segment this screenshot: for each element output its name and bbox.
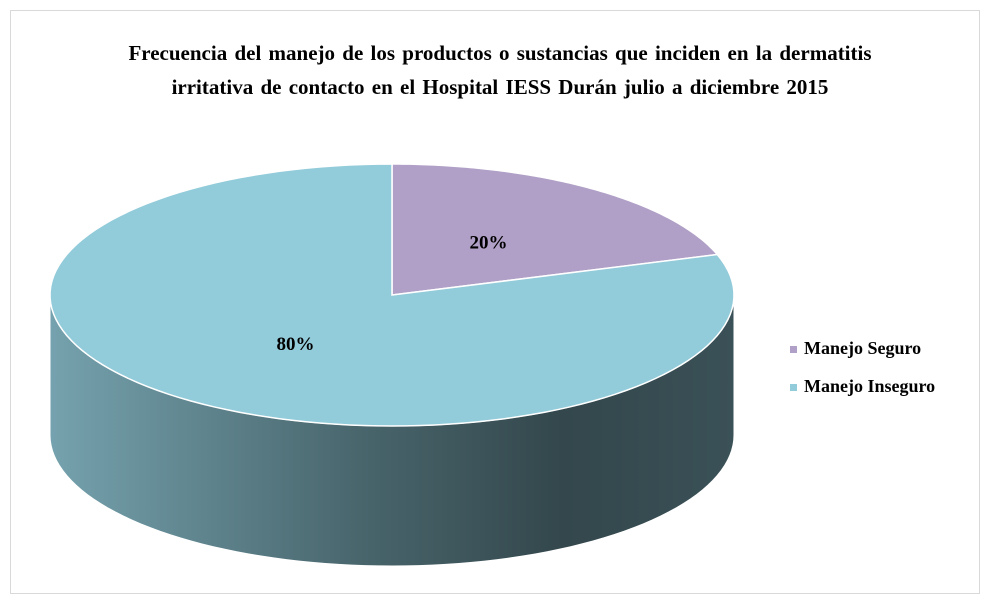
chart-title: Frecuencia del manejo de los productos o… [128, 41, 872, 99]
legend-swatch [790, 346, 797, 353]
data-label: 20% [469, 232, 507, 253]
pie-slice [391, 163, 719, 296]
legend-label: Manejo Inseguro [804, 376, 935, 396]
chart-frame [10, 10, 980, 594]
legend-label: Manejo Seguro [804, 338, 921, 358]
legend-swatch [790, 384, 797, 391]
data-label: 80% [277, 334, 315, 355]
pie-slice [49, 163, 735, 427]
